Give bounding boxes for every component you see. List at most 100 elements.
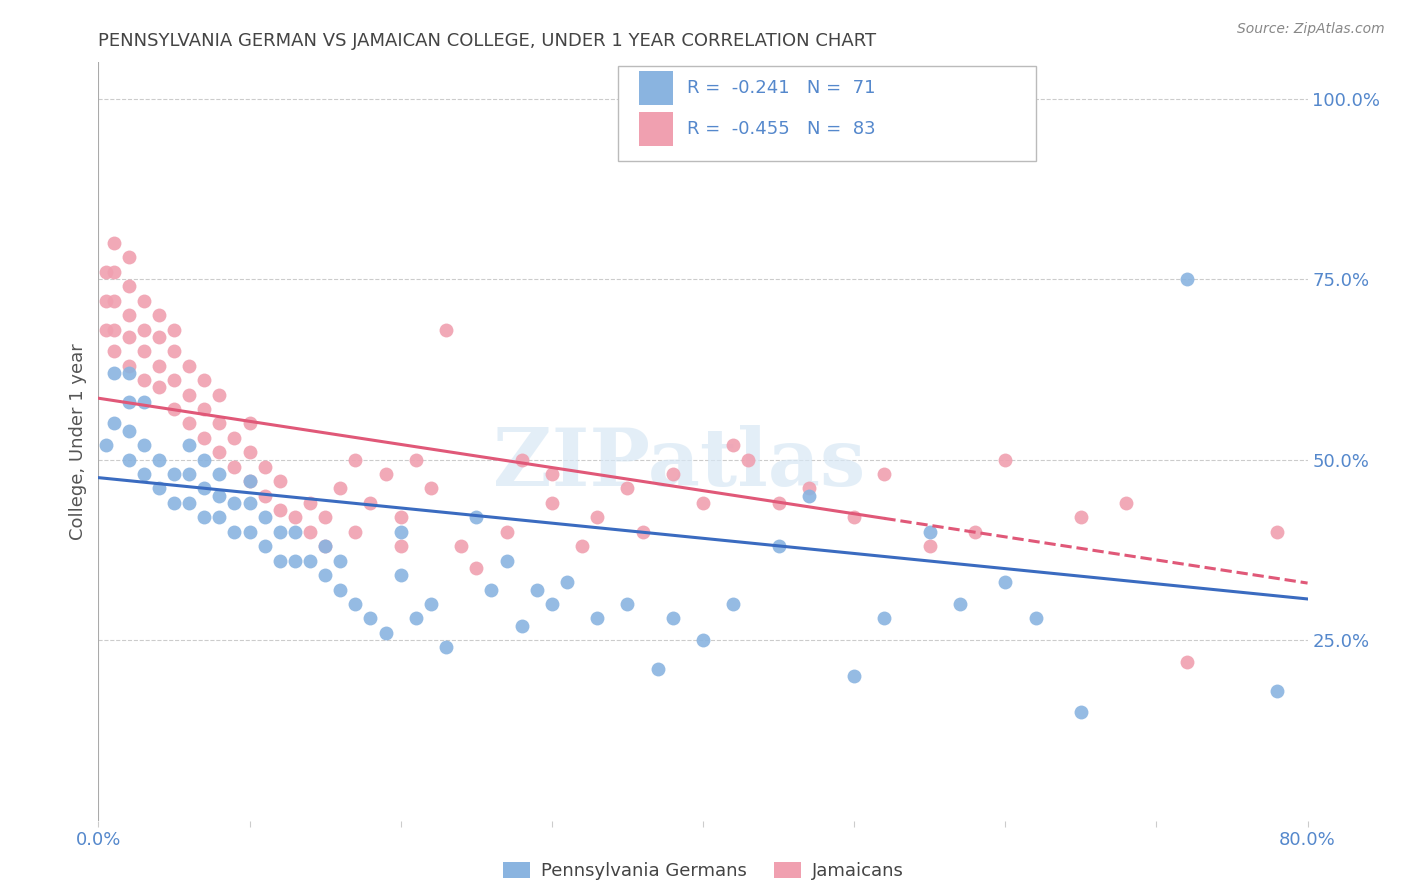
Point — [224, 496, 246, 510]
Point — [389, 539, 412, 553]
Point — [434, 640, 457, 655]
Point — [918, 524, 941, 539]
Point — [148, 380, 170, 394]
Point — [94, 438, 117, 452]
Point — [1267, 524, 1289, 539]
Point — [571, 539, 593, 553]
Point — [329, 554, 352, 568]
Point — [994, 452, 1017, 467]
FancyBboxPatch shape — [619, 66, 1035, 161]
Text: R =  -0.241   N =  71: R = -0.241 N = 71 — [688, 78, 876, 97]
Point — [163, 323, 186, 337]
Point — [526, 582, 548, 597]
Point — [360, 496, 382, 510]
Point — [329, 482, 352, 496]
Point — [420, 482, 443, 496]
Point — [179, 417, 201, 431]
Point — [389, 524, 412, 539]
Point — [314, 539, 336, 553]
Point — [555, 575, 578, 590]
Text: PENNSYLVANIA GERMAN VS JAMAICAN COLLEGE, UNDER 1 YEAR CORRELATION CHART: PENNSYLVANIA GERMAN VS JAMAICAN COLLEGE,… — [98, 32, 876, 50]
Point — [844, 669, 866, 683]
Point — [768, 496, 790, 510]
Point — [540, 597, 562, 611]
Point — [284, 510, 307, 524]
Point — [692, 633, 714, 648]
Point — [1267, 683, 1289, 698]
Point — [163, 496, 186, 510]
Point — [179, 438, 201, 452]
Point — [179, 496, 201, 510]
Point — [132, 438, 155, 452]
Point — [616, 597, 638, 611]
Point — [510, 618, 533, 632]
Point — [148, 330, 170, 344]
Point — [420, 597, 443, 611]
Point — [495, 554, 517, 568]
Point — [314, 539, 336, 553]
Point — [94, 293, 117, 308]
Point — [450, 539, 472, 553]
Point — [284, 554, 307, 568]
Point — [329, 582, 352, 597]
Point — [118, 251, 141, 265]
Point — [148, 308, 170, 322]
Point — [1115, 496, 1137, 510]
Point — [434, 323, 457, 337]
Point — [299, 524, 322, 539]
Point — [239, 417, 262, 431]
Point — [103, 265, 125, 279]
Point — [239, 475, 262, 489]
Text: ZIPatlas: ZIPatlas — [492, 425, 865, 503]
Point — [465, 561, 488, 575]
Point — [949, 597, 972, 611]
Point — [389, 510, 412, 524]
Point — [224, 524, 246, 539]
Point — [768, 539, 790, 553]
Point — [103, 417, 125, 431]
Point — [844, 510, 866, 524]
Point — [118, 394, 141, 409]
Point — [103, 344, 125, 359]
Point — [208, 417, 231, 431]
Point — [208, 489, 231, 503]
Point — [118, 330, 141, 344]
Point — [965, 524, 987, 539]
Bar — [638, 70, 673, 105]
Point — [661, 467, 683, 481]
Point — [1175, 655, 1198, 669]
Point — [405, 611, 427, 625]
Point — [163, 344, 186, 359]
Point — [148, 359, 170, 373]
Point — [148, 482, 170, 496]
Point — [631, 524, 654, 539]
Point — [103, 293, 125, 308]
Point — [299, 496, 322, 510]
Point — [118, 279, 141, 293]
Point — [540, 467, 562, 481]
Point — [299, 554, 322, 568]
Point — [118, 308, 141, 322]
Point — [193, 510, 215, 524]
Point — [737, 452, 759, 467]
Point — [253, 459, 276, 474]
Point — [118, 424, 141, 438]
Point — [163, 402, 186, 417]
Point — [179, 467, 201, 481]
Point — [132, 467, 155, 481]
Point — [94, 323, 117, 337]
Point — [510, 452, 533, 467]
Point — [723, 438, 745, 452]
Point — [586, 510, 609, 524]
Point — [1070, 706, 1092, 720]
Point — [661, 611, 683, 625]
Point — [94, 265, 117, 279]
Point — [374, 626, 396, 640]
Point — [132, 373, 155, 387]
Point — [118, 366, 141, 380]
Point — [163, 467, 186, 481]
Point — [873, 467, 896, 481]
Y-axis label: College, Under 1 year: College, Under 1 year — [69, 343, 87, 540]
Point — [253, 510, 276, 524]
Point — [253, 539, 276, 553]
